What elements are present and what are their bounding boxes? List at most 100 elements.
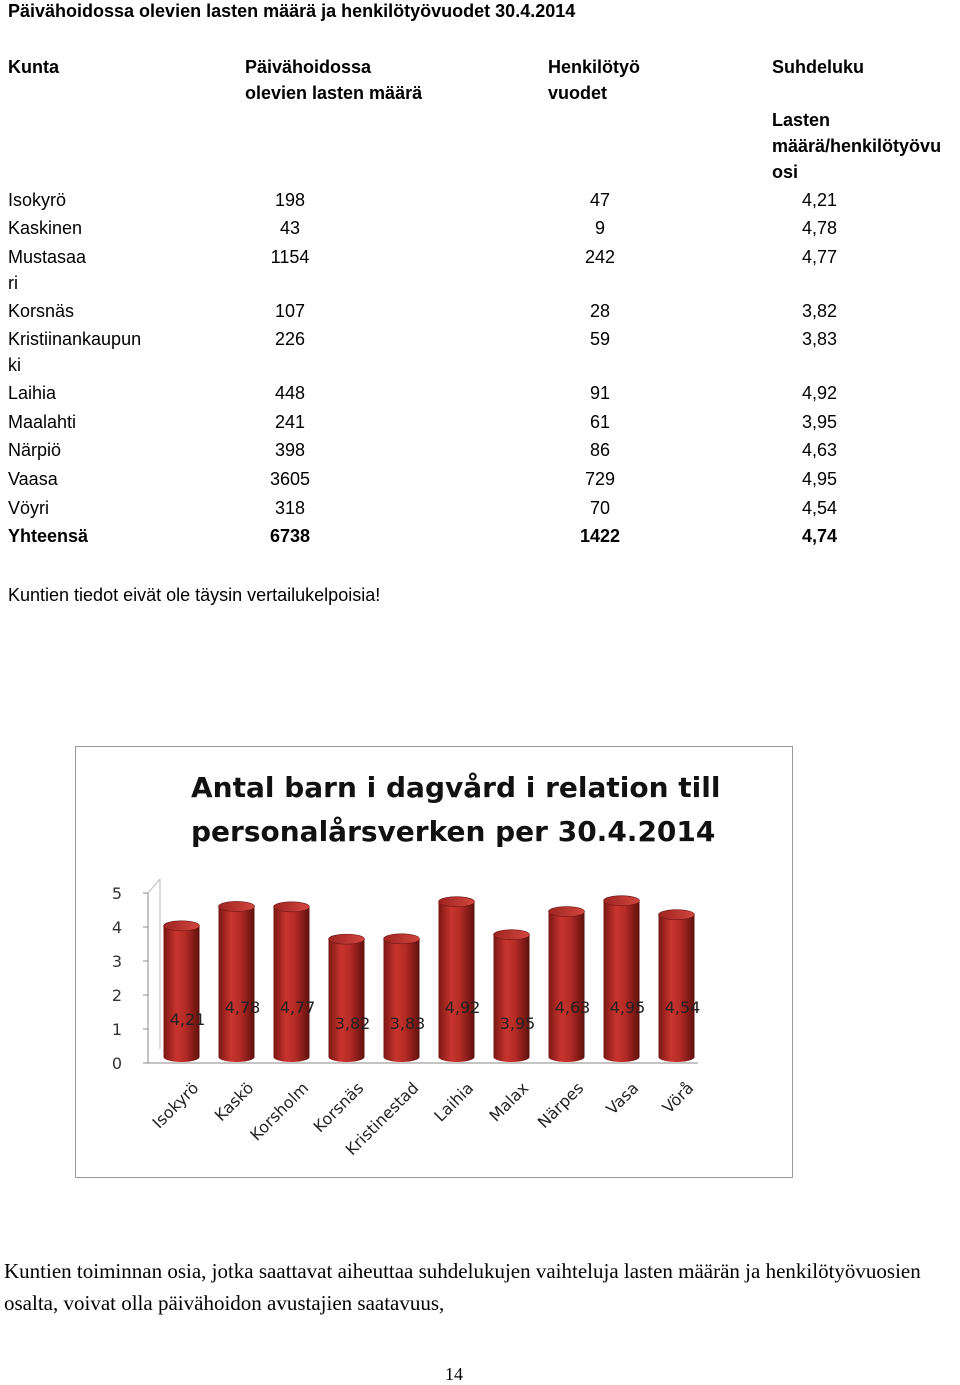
row-8-ratio: 4,63	[801, 440, 837, 460]
total-ratio: 4,74	[801, 526, 837, 546]
bar-top	[603, 895, 640, 906]
body-paragraph: Kuntien toiminnan osia, jotka saattavat …	[4, 1259, 921, 1315]
row-5-name: Kristiinankaupun ki	[8, 327, 168, 377]
chart-title-line-1: Antal barn i dagvård i relation till	[191, 771, 720, 804]
row-10-staff: 70	[589, 498, 611, 518]
bar-top	[493, 929, 530, 940]
bar-4	[328, 933, 365, 1062]
row-8-children: 398	[274, 440, 306, 460]
header-ratio-sub-line1: Lasten	[772, 110, 831, 130]
total-children: 6738	[269, 526, 311, 546]
row-1-children: 198	[274, 190, 306, 210]
row-6-name: Laihia	[8, 383, 57, 403]
row-4-name: Korsnäs	[8, 301, 75, 321]
row-9-children: 3605	[269, 469, 311, 489]
bar-top	[163, 920, 200, 932]
bar-body	[218, 906, 255, 1062]
bar-body	[493, 934, 530, 1062]
bar-body	[548, 911, 585, 1062]
row-2-staff: 9	[594, 218, 605, 238]
document-title: Päivähoidossa olevien lasten määrä ja he…	[8, 1, 576, 21]
bar-top	[658, 909, 695, 920]
bar-top	[383, 933, 420, 945]
value-label-6: 4,92	[445, 998, 481, 1017]
row-4-children: 107	[274, 301, 306, 321]
bar-body	[383, 938, 420, 1062]
row-4-ratio: 3,82	[801, 301, 837, 321]
row-10-ratio: 4,54	[801, 498, 837, 518]
y-tick-label: 2	[112, 986, 122, 1005]
bar-7	[493, 929, 530, 1062]
header-children: Päivähoidossa olevien lasten määrä	[245, 54, 422, 106]
value-label-5: 3,83	[390, 1014, 426, 1033]
header-staff-years: Henkilötyö vuodet	[548, 54, 640, 106]
bar-chart: Antal barn i dagvård i relation till pers…	[75, 746, 793, 1178]
row-5-staff: 59	[589, 329, 611, 349]
y-tick-label: 5	[112, 884, 122, 903]
bar-body	[658, 914, 695, 1062]
row-1-name: Isokyrö	[8, 190, 67, 210]
row-10-children: 318	[274, 498, 306, 518]
row-7-name: Maalahti	[8, 412, 77, 432]
row-3-name-line2: ri	[8, 273, 18, 293]
bar-top	[328, 933, 365, 945]
row-5-ratio: 3,83	[801, 329, 837, 349]
row-3-ratio: 4,77	[801, 247, 837, 267]
bar-body	[438, 901, 475, 1062]
bar-10	[658, 909, 695, 1062]
bar-top	[438, 896, 475, 908]
value-label-9: 4,95	[610, 998, 646, 1017]
category-label-10: Vörå	[659, 1078, 698, 1117]
row-7-staff: 61	[589, 412, 611, 432]
bar-8	[548, 906, 585, 1062]
category-label-2: Kaskö	[211, 1078, 258, 1125]
value-label-7: 3,95	[500, 1014, 536, 1033]
bar-1	[163, 920, 200, 1062]
row-2-children: 43	[279, 218, 301, 238]
value-label-3: 4,77	[280, 998, 316, 1017]
header-children-line1: Päivähoidossa	[245, 57, 372, 77]
category-label-1: Isokyrö	[149, 1078, 203, 1132]
y-tick-label: 0	[112, 1054, 122, 1073]
row-5-name-line1: Kristiinankaupun	[8, 329, 142, 349]
category-label-6: Laihia	[430, 1078, 477, 1125]
row-2-ratio: 4,78	[801, 218, 837, 238]
row-5-children: 226	[274, 329, 306, 349]
bar-body	[328, 939, 365, 1062]
wall-edge	[147, 878, 161, 894]
header-ratio-sub: Lasten määrä/henkilötyövu osi	[772, 107, 941, 185]
bar-body	[273, 906, 310, 1062]
comparability-note: Kuntien tiedot eivät ole täysin vertailu…	[8, 585, 381, 605]
row-7-ratio: 3,95	[801, 412, 837, 432]
row-7-children: 241	[274, 412, 306, 432]
row-3-name: Mustasaa ri	[8, 245, 168, 295]
bar-6	[438, 896, 475, 1062]
y-tick-label: 4	[112, 918, 122, 937]
bar-body	[163, 925, 200, 1062]
value-label-8: 4,63	[555, 998, 591, 1017]
row-8-staff: 86	[589, 440, 611, 460]
header-children-line2: olevien lasten määrä	[245, 83, 423, 103]
chart-title-line-2: personalårsverken per 30.4.2014	[191, 815, 715, 848]
chart-canvas: Antal barn i dagvård i relation till pers…	[112, 771, 721, 1159]
y-tick-label: 1	[112, 1020, 122, 1039]
row-2-name: Kaskinen	[8, 218, 83, 238]
row-8-name: Närpiö	[8, 440, 62, 460]
bar-5	[383, 933, 420, 1062]
row-3-name-line1: Mustasaa	[8, 247, 87, 267]
row-1-ratio: 4,21	[801, 190, 837, 210]
total-name: Yhteensä	[8, 526, 89, 546]
header-ratio-sub-line3: osi	[772, 162, 799, 182]
row-4-staff: 28	[589, 301, 611, 321]
page-number: 14	[445, 1364, 463, 1384]
header-staff-line1: Henkilötyö	[548, 57, 641, 77]
row-3-children: 1154	[270, 247, 310, 267]
header-staff-line2: vuodet	[548, 83, 608, 103]
category-label-9: Vasa	[602, 1078, 642, 1118]
bar-top	[218, 901, 255, 912]
row-6-ratio: 4,92	[801, 383, 837, 403]
row-9-ratio: 4,95	[801, 469, 837, 489]
row-9-staff: 729	[584, 469, 616, 489]
category-label-7: Malax	[485, 1078, 532, 1125]
row-6-staff: 91	[589, 383, 611, 403]
